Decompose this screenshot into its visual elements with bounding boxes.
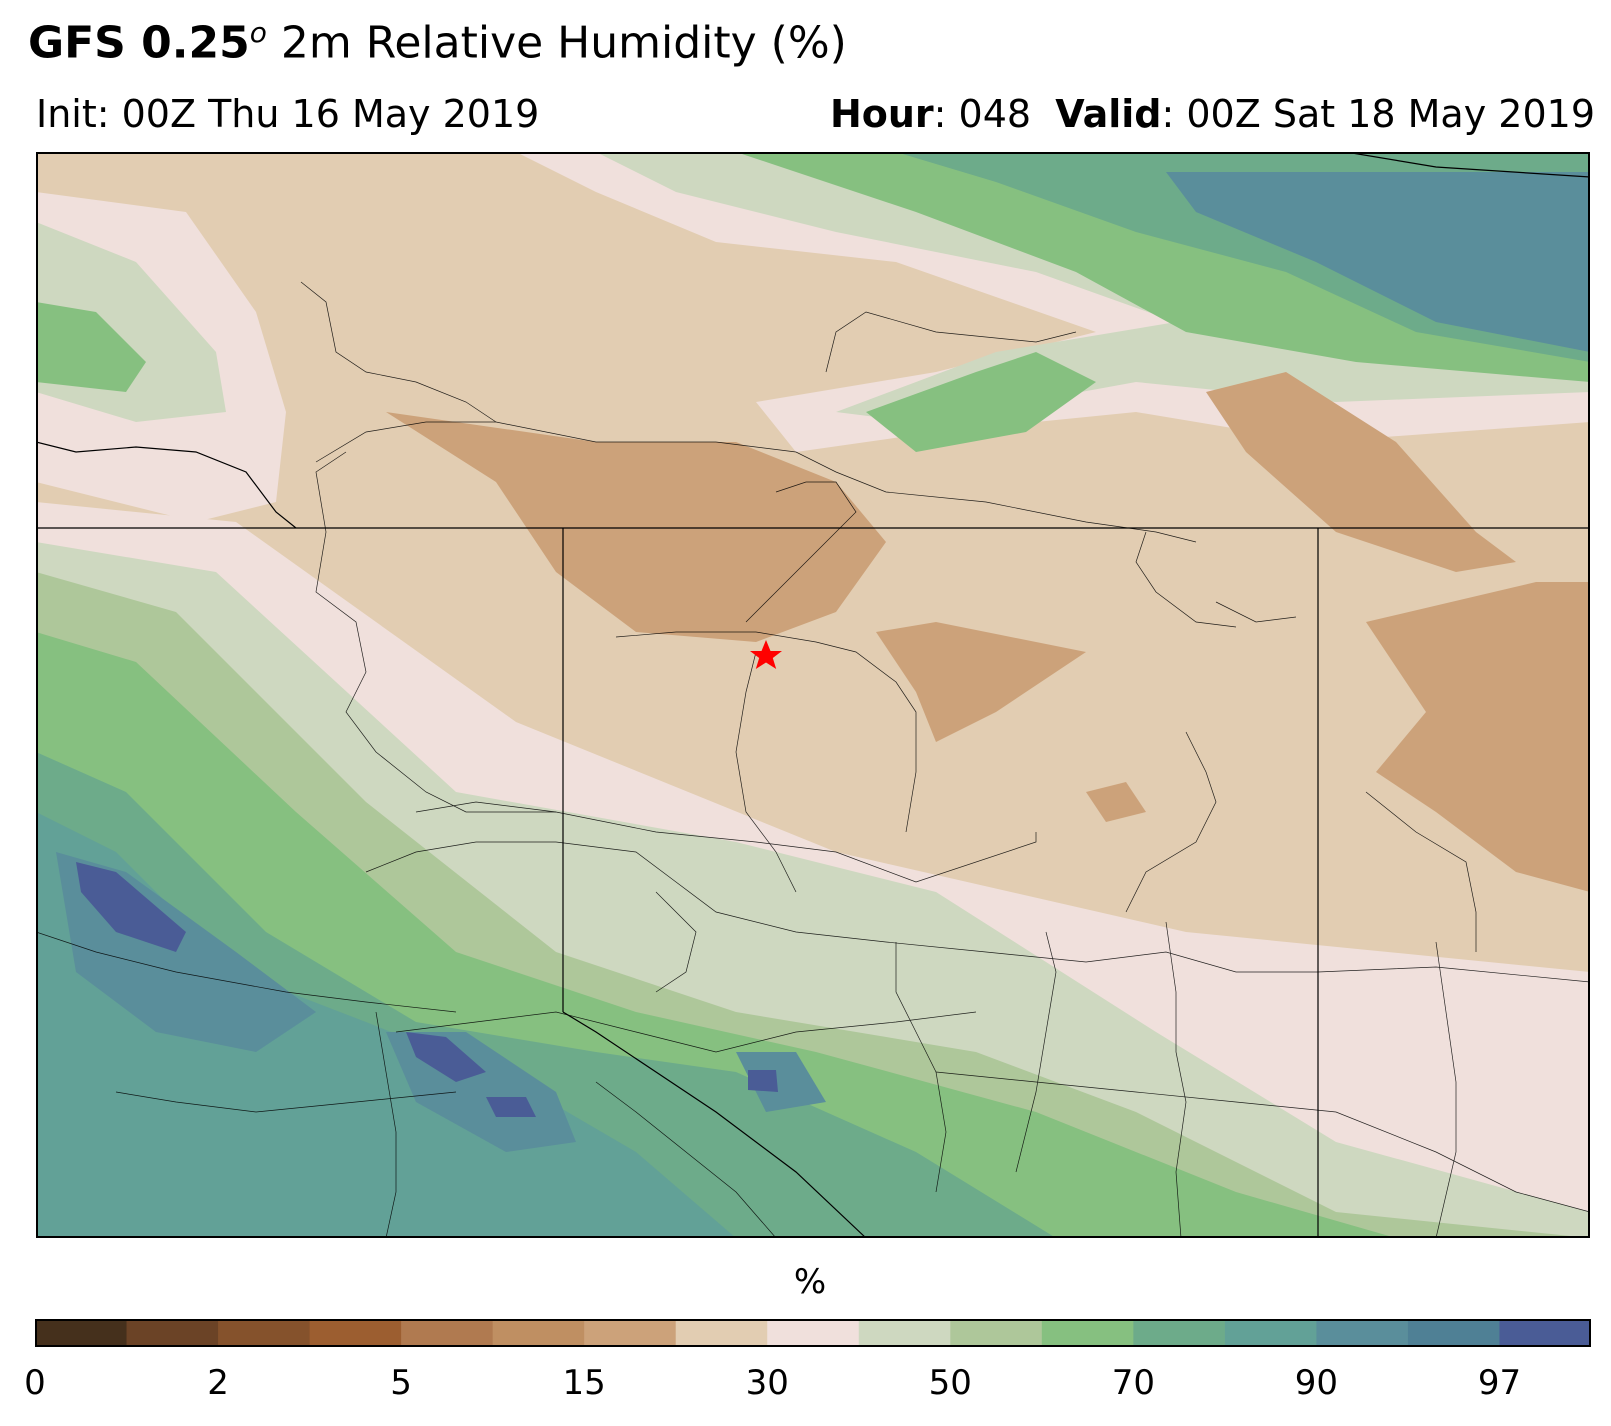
humid-patch-97-d <box>748 1070 778 1092</box>
colorbar-swatch-11 <box>1041 1319 1134 1347</box>
humid-swirl-green <box>866 352 1096 452</box>
init-time: Init: 00Z Thu 16 May 2019 <box>36 92 540 136</box>
colorbar-tick-label: 15 <box>562 1363 606 1403</box>
colorbar-tick-label: 90 <box>1294 1363 1339 1403</box>
colorbar-swatch-7 <box>675 1319 768 1347</box>
colorbar-swatch-15 <box>1407 1319 1501 1347</box>
colorbar-tick-label: 50 <box>928 1363 972 1403</box>
colorbar-swatch-1 <box>126 1319 219 1347</box>
dry-patch-small <box>1086 782 1146 822</box>
colorbar-swatch-12 <box>1133 1319 1226 1347</box>
political-boundaries <box>36 152 1590 1238</box>
colorbar-swatch-10 <box>950 1319 1043 1347</box>
map-frame <box>36 152 1590 1238</box>
colorbar-swatch-13 <box>1224 1319 1318 1347</box>
colorbar-unit-label: % <box>793 1262 827 1302</box>
colorbar-tick-label: 2 <box>207 1363 229 1403</box>
valid-label: Valid <box>1055 92 1162 136</box>
dry-patch-right-lower <box>1366 582 1590 892</box>
rivers-roads <box>36 281 1590 1238</box>
chart-title: GFS 0.25o 2m Relative Humidity (%) <box>28 16 847 69</box>
humid-patch-97-a <box>76 862 186 952</box>
colorbar-tick-label: 30 <box>745 1363 789 1403</box>
hour-value: : 048 <box>933 92 1032 136</box>
colorbar-swatch-14 <box>1316 1319 1409 1347</box>
dry-patch-right-upper <box>1206 372 1516 572</box>
humid-patch-97-b <box>406 1032 486 1082</box>
colorbar-swatch-0 <box>35 1319 128 1347</box>
colorbar-tick-label: 0 <box>24 1363 46 1403</box>
location-star-marker <box>750 640 782 669</box>
colorbar-tick-label: 97 <box>1477 1363 1522 1403</box>
degree-symbol: o <box>249 16 267 49</box>
humidity-map <box>36 152 1590 1238</box>
humid-upper-left-core <box>36 302 146 392</box>
colorbar-frame <box>35 1319 1591 1347</box>
humid-upper-right-90 <box>1166 172 1590 352</box>
colorbar-tick-label: 70 <box>1111 1363 1155 1403</box>
colorbar-swatch-9 <box>858 1319 951 1347</box>
colorbar-swatch-8 <box>767 1319 860 1347</box>
colorbar-tick-label: 5 <box>390 1363 412 1403</box>
colorbar <box>35 1319 1591 1347</box>
colorbar-swatch-2 <box>218 1319 311 1347</box>
valid-value: : 00Z Sat 18 May 2019 <box>1161 92 1595 136</box>
dry-patch-center <box>386 412 886 642</box>
colorbar-swatch-5 <box>492 1319 585 1347</box>
colorbar-swatch-3 <box>309 1319 402 1347</box>
dry-patch-mid <box>876 622 1086 742</box>
humid-patch-97-c <box>486 1097 536 1117</box>
colorbar-swatch-4 <box>401 1319 494 1347</box>
valid-time-group: Hour: 048 Valid: 00Z Sat 18 May 2019 <box>830 92 1595 136</box>
model-name: GFS 0.25 <box>28 17 250 69</box>
colorbar-swatch-16 <box>1499 1319 1591 1347</box>
colorbar-swatch-6 <box>584 1319 677 1347</box>
variable-name: 2m Relative Humidity (%) <box>280 17 847 69</box>
humid-patch-90-95-c <box>736 1052 826 1112</box>
hour-label: Hour <box>829 92 934 136</box>
